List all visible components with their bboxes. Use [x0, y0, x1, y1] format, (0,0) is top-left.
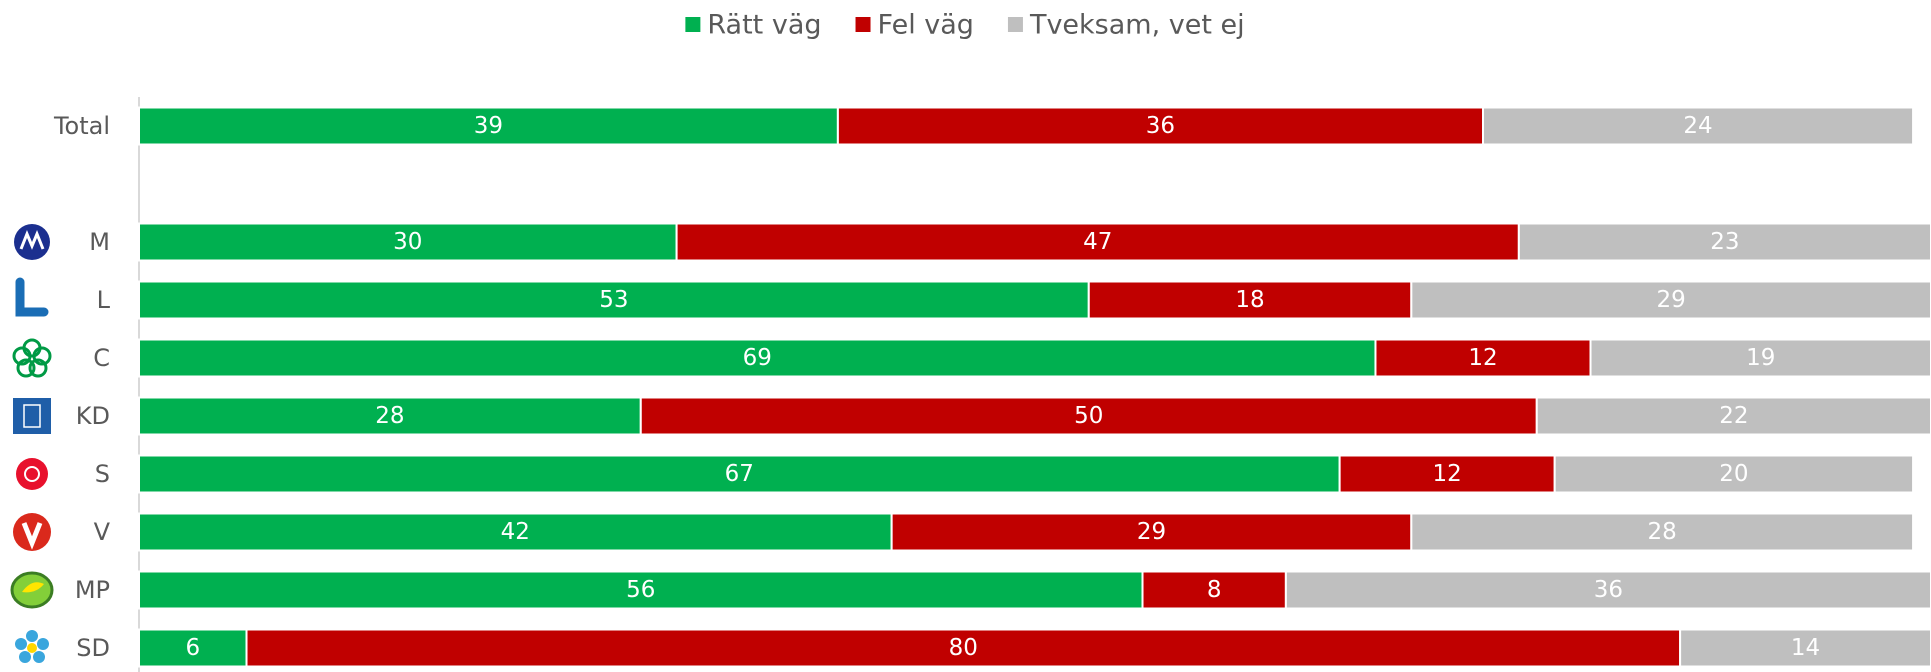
data-label: 20	[1719, 461, 1748, 487]
logo-m-glyph	[19, 230, 45, 250]
logo-s-glyph	[24, 466, 40, 482]
logo-v-glyph	[21, 522, 43, 550]
data-label: 12	[1468, 345, 1497, 371]
bar-segment	[1679, 628, 1931, 668]
bar-segment	[1141, 570, 1287, 610]
bar-segment	[1517, 222, 1931, 262]
bar-segment	[639, 396, 1538, 436]
y-tick-label: C	[93, 344, 110, 372]
logo-v	[13, 513, 51, 551]
data-label: 28	[1648, 519, 1677, 545]
y-tick-label: S	[95, 460, 110, 488]
legend-label: Tveksam, vet ej	[1029, 10, 1245, 41]
data-label: 80	[949, 635, 978, 661]
data-label: 8	[1207, 577, 1222, 603]
y-tick-label: SD	[76, 634, 110, 662]
data-label: 29	[1137, 519, 1166, 545]
bar-segment	[1482, 106, 1915, 146]
logo-kd	[13, 398, 51, 434]
y-tick-label: KD	[76, 402, 110, 430]
legend: Rätt väg Fel väg Tveksam, vet ej	[685, 10, 1245, 41]
y-tick-label: L	[97, 286, 111, 314]
bar-segment	[1535, 396, 1931, 436]
data-label: 24	[1683, 113, 1712, 139]
bar-segment	[138, 222, 678, 262]
logo-sd	[15, 630, 49, 663]
logo-kd-glyph	[23, 404, 41, 428]
data-label: 56	[626, 577, 655, 603]
logo-m	[14, 224, 50, 260]
bar-segment	[138, 512, 893, 552]
bar-segment	[138, 338, 1377, 378]
y-tick-label: Total	[53, 112, 110, 140]
legend-swatch	[855, 17, 871, 32]
data-label: 12	[1433, 461, 1462, 487]
y-tick-label: V	[94, 518, 111, 546]
legend-swatch	[685, 17, 701, 32]
data-label: 6	[185, 635, 200, 661]
y-tick-label: MP	[75, 576, 110, 604]
data-label: 67	[725, 461, 754, 487]
legend-label: Rätt väg	[707, 10, 821, 41]
bar-segment	[1410, 512, 1915, 552]
data-label: 14	[1791, 635, 1820, 661]
logo-s	[16, 458, 48, 490]
data-label: 23	[1710, 229, 1739, 255]
bar-segment	[1338, 454, 1556, 494]
bar-segment	[1589, 338, 1931, 378]
party-logos	[10, 224, 54, 663]
bar-segment	[836, 106, 1484, 146]
legend-swatch	[1007, 17, 1023, 32]
data-label: 42	[501, 519, 530, 545]
bar-segment	[1553, 454, 1915, 494]
logo-c	[12, 338, 52, 378]
data-label: 39	[474, 113, 503, 139]
data-label: 47	[1083, 229, 1112, 255]
data-label: 69	[743, 345, 772, 371]
data-label: 30	[393, 229, 422, 255]
bar-segment	[138, 396, 642, 436]
data-label: 36	[1594, 577, 1623, 603]
logo-mp-glyph	[22, 582, 44, 593]
data-label: 19	[1746, 345, 1775, 371]
data-label: 18	[1235, 287, 1264, 313]
data-label: 22	[1719, 403, 1748, 429]
data-label: 50	[1074, 403, 1103, 429]
bar-segment	[138, 454, 1341, 494]
bar-segment	[1087, 280, 1413, 320]
data-label: 28	[375, 403, 404, 429]
data-label: 29	[1657, 287, 1686, 313]
legend-label: Fel väg	[878, 10, 974, 41]
bar-segment	[138, 628, 248, 668]
bar-segment	[245, 628, 1682, 668]
data-label: 53	[599, 287, 628, 313]
data-label: 36	[1146, 113, 1175, 139]
y-tick-label: M	[89, 228, 110, 256]
logo-l	[15, 277, 49, 317]
bar-segment	[1284, 570, 1931, 610]
